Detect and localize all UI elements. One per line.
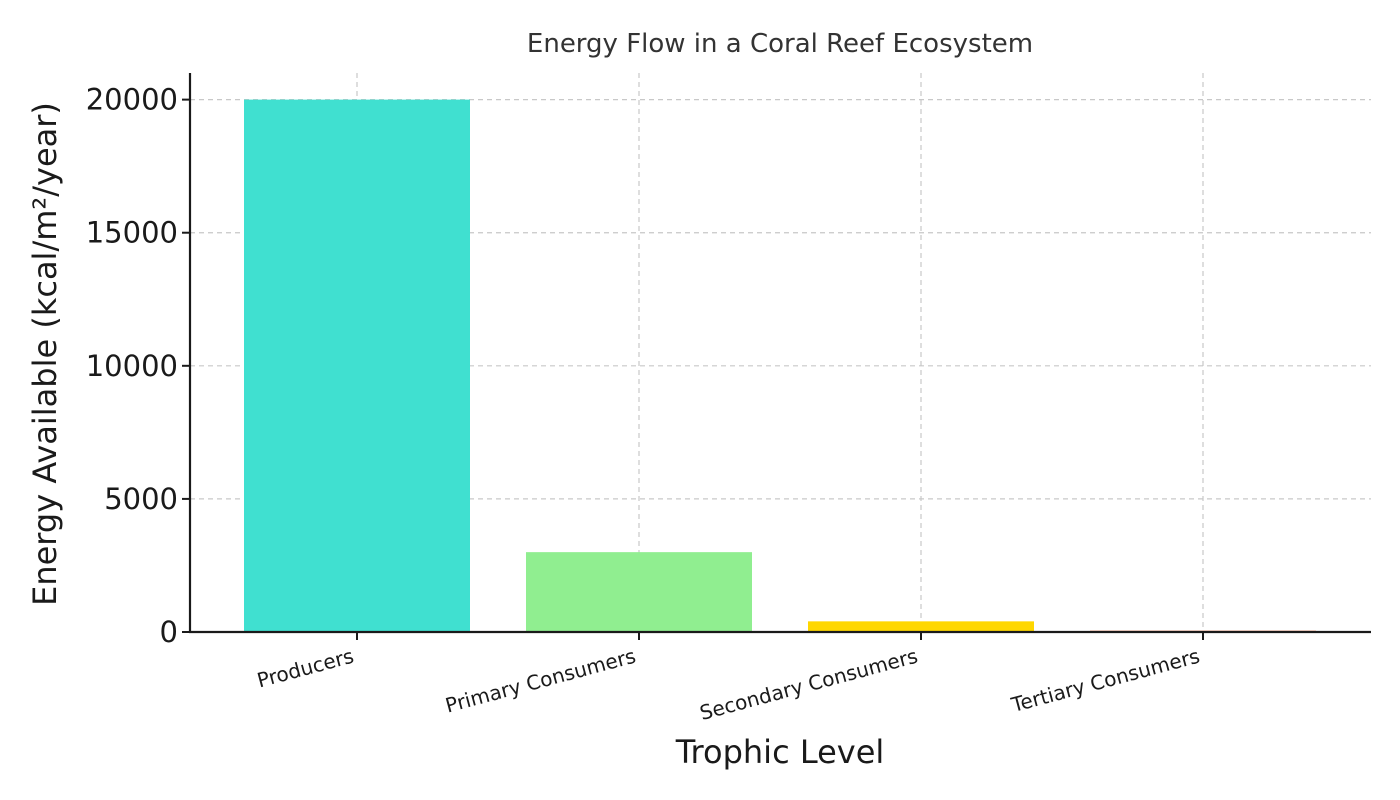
y-tick-label: 5000 [104, 482, 178, 516]
y-tick-label: 0 [160, 615, 178, 649]
bars [244, 99, 1316, 633]
chart-title: Energy Flow in a Coral Reef Ecosystem [527, 29, 1033, 59]
bar-secondary-consumers [808, 621, 1034, 632]
y-tick-label: 20000 [86, 83, 178, 117]
y-tick-label: 10000 [86, 349, 178, 383]
bar-producers [244, 99, 470, 633]
y-axis-label: Energy Available (kcal/m²/year) [26, 102, 64, 606]
x-tick-label: Tertiary Consumers [1008, 644, 1202, 718]
y-axis-ticks: 0 5000 10000 15000 20000 [86, 83, 190, 649]
x-tick-label: Primary Consumers [443, 644, 639, 718]
x-axis-ticks: Producers Primary Consumers Secondary Cons… [254, 632, 1204, 725]
bar-primary-consumers [526, 552, 752, 632]
axes [188, 73, 1371, 634]
y-tick-label: 15000 [86, 216, 178, 250]
x-tick-label: Secondary Consumers [697, 644, 920, 725]
x-tick-label: Producers [254, 644, 356, 693]
x-axis-label: Trophic Level [675, 733, 885, 771]
